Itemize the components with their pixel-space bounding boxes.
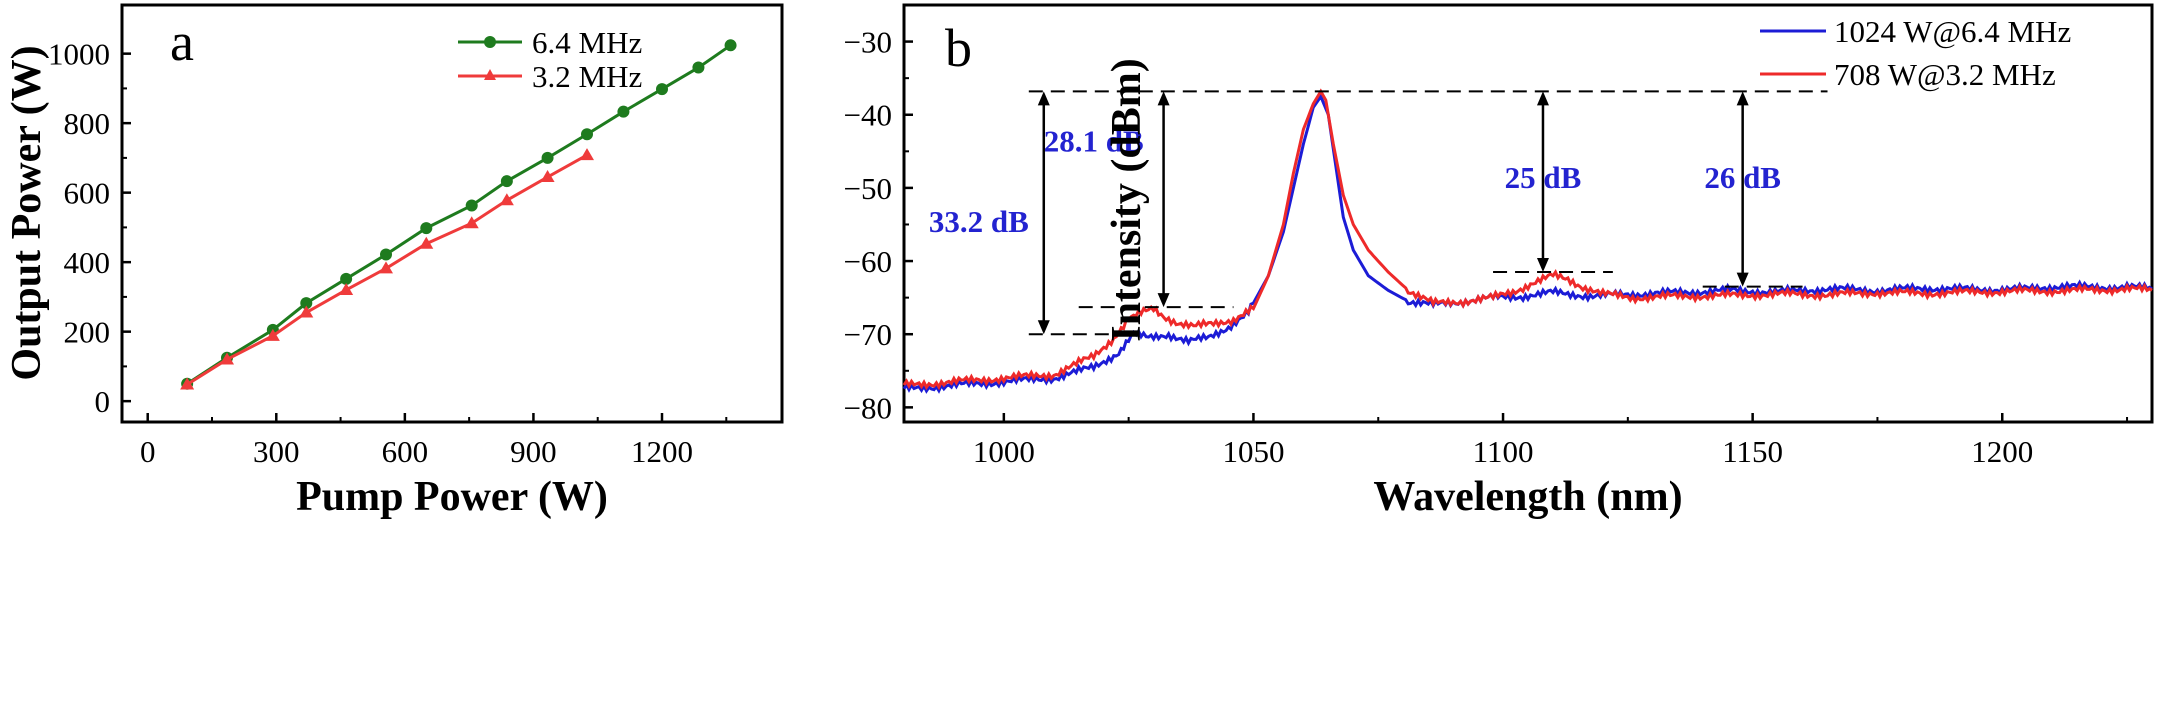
data-point-6-4-mhz [300,297,313,310]
b-y-tick-label: −40 [844,98,892,133]
data-point-6-4-mhz [581,128,593,141]
b-y-tick-label: −70 [844,317,892,352]
a-y-tick-label: 600 [64,176,111,211]
legend-marker-3.2-mhz [484,69,496,80]
panel-a-plot-frame [120,3,784,424]
data-point-3-2-mhz [580,148,594,161]
a-x-tick-label: 900 [510,434,557,469]
b-y-tick-label: −60 [844,244,892,279]
data-point-6-4-mhz [465,199,478,212]
data-point-6-4-mhz [380,248,392,261]
a-x-tick-label: 600 [382,434,429,469]
data-point-6-4-mhz [500,175,513,188]
data-point-6-4-mhz [420,222,433,235]
spectrum-line-1024-w-6-4-mhz [902,93,2153,394]
panel-b-x-axis-title: Wavelength (nm) [1373,474,1682,520]
legend-marker-6.4-mhz [484,36,496,48]
legend-label-1024w: 1024 W@6.4 MHz [1834,14,2071,49]
data-point-3-2-mhz [379,261,393,274]
legend-label-3.2-mhz: 3.2 MHz [532,59,642,94]
arrow-head-up [1157,91,1170,106]
a-y-tick-label: 0 [95,384,111,419]
a-x-tick-label: 0 [140,434,156,469]
data-point-6-4-mhz [617,105,630,118]
data-point-3-2-mhz [220,352,234,365]
a-y-tick-label: 1000 [48,37,110,72]
b-y-tick-label: −30 [844,25,892,60]
data-point-3-2-mhz [299,305,314,318]
panel-a-label: a [170,12,194,72]
panel-a-chart: 0 300 600 900 1200 0 200 400 600 800 1000 a 6.4 M… [4,3,784,520]
a-x-tick-label: 1200 [631,434,693,469]
arrow-head-down [1736,272,1749,287]
panel-b-chart: 1000 1050 1100 1150 1200 −80−70−60−50−40−30 … [844,3,2154,520]
b-x-tick-label: 1050 [1222,434,1284,469]
data-point-6-4-mhz [340,272,353,285]
b-x-tick-label: 1200 [1971,434,2033,469]
panel-b-label: b [945,18,972,78]
arrow-head-up [1037,91,1050,106]
a-y-tick-label: 200 [64,315,111,350]
panel-b-y-axis-title: Intensity (dBm) [1104,58,1150,342]
arrow-head-down [1536,258,1549,273]
data-point-3-2-mhz [499,193,514,206]
data-point-6-4-mhz [656,83,668,96]
data-point-6-4-mhz [541,151,554,164]
a-y-tick-label: 400 [64,245,111,280]
data-point-3-2-mhz [464,216,479,229]
arrow-head-down [1037,320,1050,335]
data-point-3-2-mhz [419,236,434,249]
data-point-3-2-mhz [180,377,195,390]
panel-b-plot-frame [902,3,2154,424]
b-x-tick-label: 1000 [973,434,1035,469]
data-point-6-4-mhz [692,61,705,74]
panel-a-y-axis-title: Output Power (W) [4,45,50,380]
annotation-33-2-db: 33.2 dB [929,204,1029,239]
annotation-28-1-db: 28.1 dB [1044,123,1144,158]
arrow-head-up [1536,91,1549,106]
legend-label-6.4-mhz: 6.4 MHz [532,25,642,60]
legend-label-708w: 708 W@3.2 MHz [1834,57,2056,92]
spectrum-line-708-w-3-2-mhz [902,88,2153,391]
panel-a-legend: 6.4 MHz 3.2 MHz [458,25,642,94]
arrow-head-down [1157,293,1170,308]
panel-a-x-axis-title: Pump Power (W) [296,474,608,520]
b-x-tick-label: 1100 [1473,434,1534,469]
arrow-head-up [1736,91,1749,106]
annotation-25-db: 25 dB [1505,160,1582,195]
data-point-3-2-mhz [265,328,280,341]
b-y-tick-label: −80 [844,390,892,425]
data-point-6-4-mhz [724,39,737,52]
annotation-26-db: 26 dB [1704,160,1781,195]
b-y-tick-label: −50 [844,171,892,206]
data-point-3-2-mhz [540,170,555,183]
data-point-3-2-mhz [339,282,354,295]
panel-b-legend: 1024 W@6.4 MHz 708 W@3.2 MHz [1760,14,2071,92]
b-x-tick-label: 1150 [1722,434,1783,469]
a-y-tick-label: 800 [64,106,111,141]
a-x-tick-label: 300 [253,434,300,469]
